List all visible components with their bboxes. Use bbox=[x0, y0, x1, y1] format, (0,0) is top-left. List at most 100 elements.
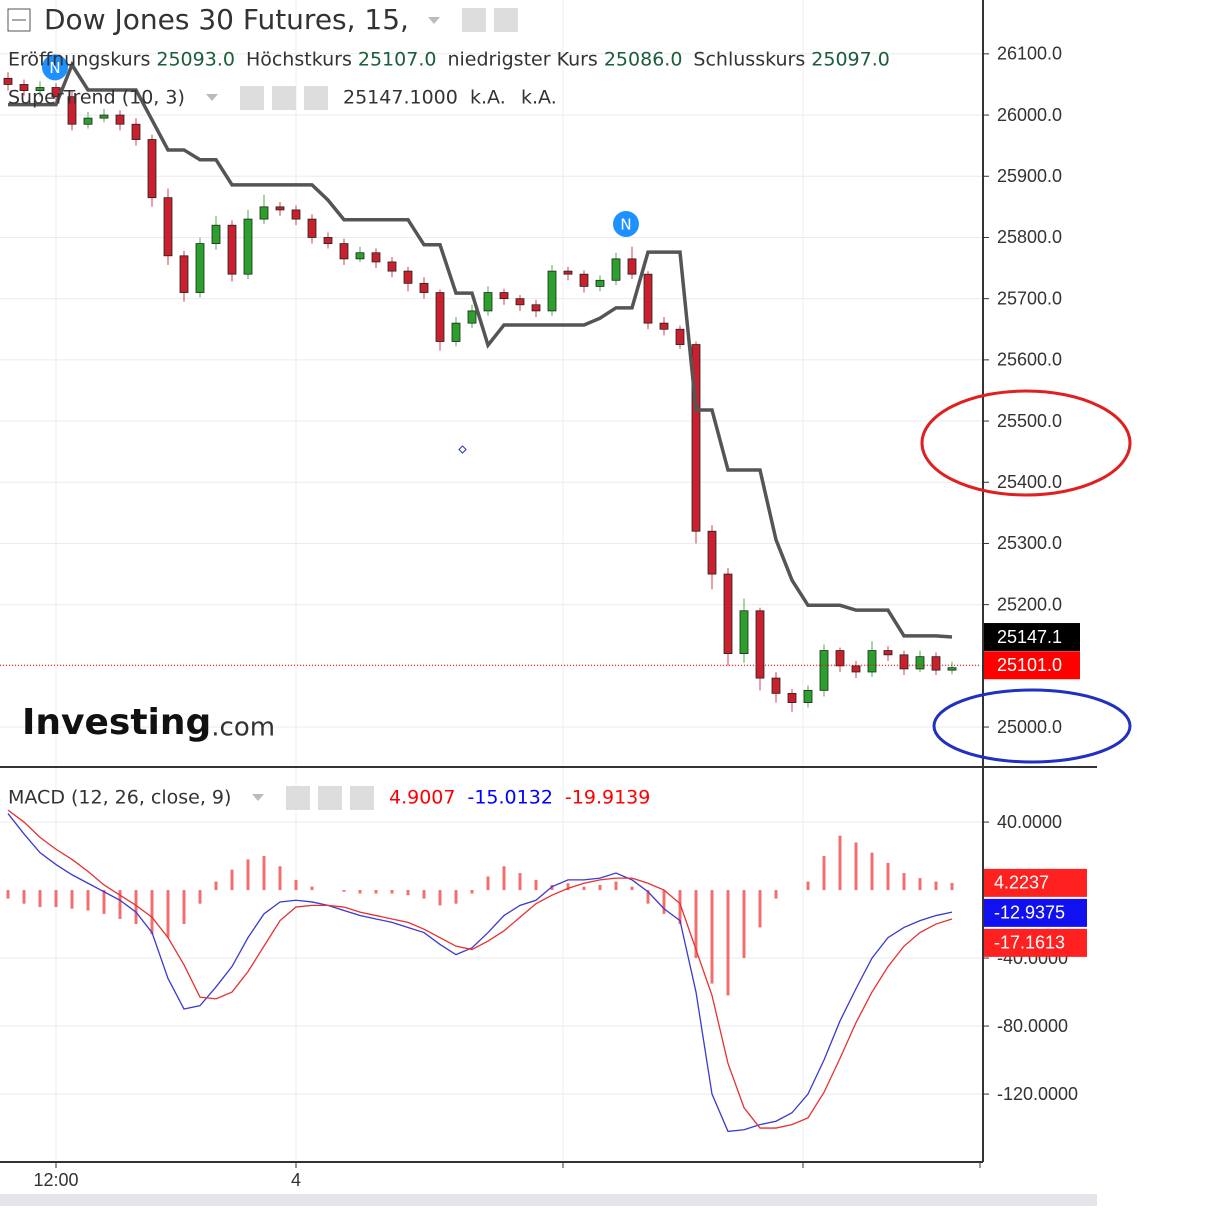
annotation-ellipse bbox=[932, 688, 1132, 764]
y-tick-label: 26000.0 bbox=[997, 105, 1062, 125]
candle-body bbox=[803, 689, 813, 703]
indicator-title: SuperTrend (10, 3) bbox=[8, 87, 185, 109]
plot-area bbox=[6, 809, 954, 1133]
candle-body bbox=[259, 206, 269, 220]
price-tag bbox=[984, 651, 1080, 680]
logo: Investing bbox=[22, 702, 211, 743]
histogram-bar bbox=[662, 890, 666, 914]
legend-label: niedrigster Kurs bbox=[447, 49, 597, 71]
histogram-bar bbox=[598, 884, 602, 891]
histogram-bar bbox=[934, 881, 938, 891]
candle-body bbox=[403, 270, 413, 284]
dropdown[interactable] bbox=[428, 17, 440, 24]
indicator-value: k.A. bbox=[470, 87, 506, 109]
candle-body bbox=[19, 84, 29, 91]
candle-body bbox=[627, 258, 637, 275]
histogram-bar bbox=[342, 890, 346, 892]
histogram-bar bbox=[694, 890, 698, 959]
histogram-bar bbox=[534, 879, 538, 891]
candle-body bbox=[195, 243, 205, 293]
candle-body bbox=[819, 650, 829, 691]
histogram-bar bbox=[38, 890, 42, 908]
histogram-bar bbox=[182, 890, 186, 925]
histogram-bar bbox=[470, 890, 474, 894]
histogram-bar bbox=[166, 890, 170, 938]
drawing-handle[interactable] bbox=[458, 445, 467, 454]
value-tag bbox=[984, 928, 1087, 957]
y-tick-label: 25400.0 bbox=[997, 472, 1062, 492]
histogram-bar bbox=[150, 890, 154, 935]
candle-body bbox=[355, 252, 365, 260]
histogram-bar bbox=[630, 886, 634, 891]
eye-button[interactable] bbox=[462, 8, 486, 32]
histogram-bar bbox=[438, 890, 442, 906]
candle-body bbox=[659, 322, 669, 330]
candle-body bbox=[435, 292, 445, 342]
candle-body bbox=[563, 270, 573, 275]
histogram-bar bbox=[806, 881, 810, 891]
eye-button[interactable] bbox=[240, 86, 264, 110]
collapse-button[interactable] bbox=[7, 8, 31, 32]
histogram-bar bbox=[854, 842, 858, 891]
candle-body bbox=[947, 667, 957, 671]
legend-value: 25097.0 bbox=[811, 49, 890, 71]
settings-button[interactable] bbox=[318, 786, 342, 810]
legend-value: -15.0132 bbox=[467, 787, 552, 809]
candle-body bbox=[339, 243, 349, 260]
candle-body bbox=[387, 261, 397, 272]
labels: 25147.1 25101.0 4.2237 -12.9375 -17.1613 12:0… bbox=[33, 53, 1087, 1190]
x-tick-label: 4 bbox=[291, 1170, 301, 1190]
news-marker[interactable] bbox=[42, 54, 68, 81]
histogram-bar bbox=[54, 890, 58, 908]
candle-body bbox=[291, 209, 301, 220]
candle-body bbox=[419, 282, 429, 293]
histogram-bar bbox=[278, 866, 282, 891]
histogram-bar bbox=[774, 890, 778, 899]
histogram-bar bbox=[726, 890, 730, 996]
histogram-bar bbox=[374, 890, 378, 894]
candle-body bbox=[467, 310, 477, 324]
histogram-bar bbox=[870, 852, 874, 891]
dropdown[interactable] bbox=[252, 794, 264, 801]
remove-button[interactable] bbox=[350, 786, 374, 810]
legend-value: 25093.0 bbox=[156, 49, 235, 71]
y-tick-label: 26100.0 bbox=[997, 44, 1062, 64]
scrollbar[interactable] bbox=[0, 1194, 1097, 1206]
histogram-bar bbox=[582, 886, 586, 891]
candle-body bbox=[243, 218, 253, 275]
legend-label: Schlusskurs bbox=[693, 49, 805, 71]
histogram-bar bbox=[518, 873, 522, 891]
candle-body bbox=[755, 610, 765, 679]
news-marker[interactable] bbox=[613, 210, 639, 237]
remove-button[interactable] bbox=[304, 86, 328, 110]
histogram-bar bbox=[6, 890, 10, 899]
candle-body bbox=[739, 610, 749, 655]
legend-value: 25086.0 bbox=[604, 49, 683, 71]
plot-area: NN bbox=[0, 54, 980, 712]
histogram-bar bbox=[822, 856, 826, 891]
candle-body bbox=[723, 573, 733, 655]
histogram-bar bbox=[230, 869, 234, 891]
settings-button[interactable] bbox=[272, 86, 296, 110]
candle-body bbox=[451, 322, 461, 342]
candle-body bbox=[483, 292, 493, 312]
candle-body bbox=[35, 87, 45, 91]
candle-body bbox=[515, 298, 525, 306]
macd-line bbox=[7, 809, 953, 1129]
histogram-bar bbox=[950, 882, 954, 891]
dropdown[interactable] bbox=[206, 94, 218, 101]
settings-button[interactable] bbox=[494, 8, 518, 32]
histogram-bar bbox=[758, 890, 762, 928]
y-tick-label: 25900.0 bbox=[997, 166, 1062, 186]
y-tick-label: 25300.0 bbox=[997, 533, 1062, 553]
histogram-bar bbox=[918, 878, 922, 891]
histogram-bar bbox=[710, 890, 714, 984]
annotation-ellipse bbox=[920, 389, 1132, 497]
histogram-bar bbox=[246, 859, 250, 891]
eye-button[interactable] bbox=[286, 786, 310, 810]
histogram-bar bbox=[22, 890, 26, 904]
candle-body bbox=[323, 237, 333, 244]
indicator-value: 25147.1000 bbox=[343, 87, 458, 109]
histogram-bar bbox=[502, 866, 506, 891]
candle-body bbox=[915, 656, 925, 670]
